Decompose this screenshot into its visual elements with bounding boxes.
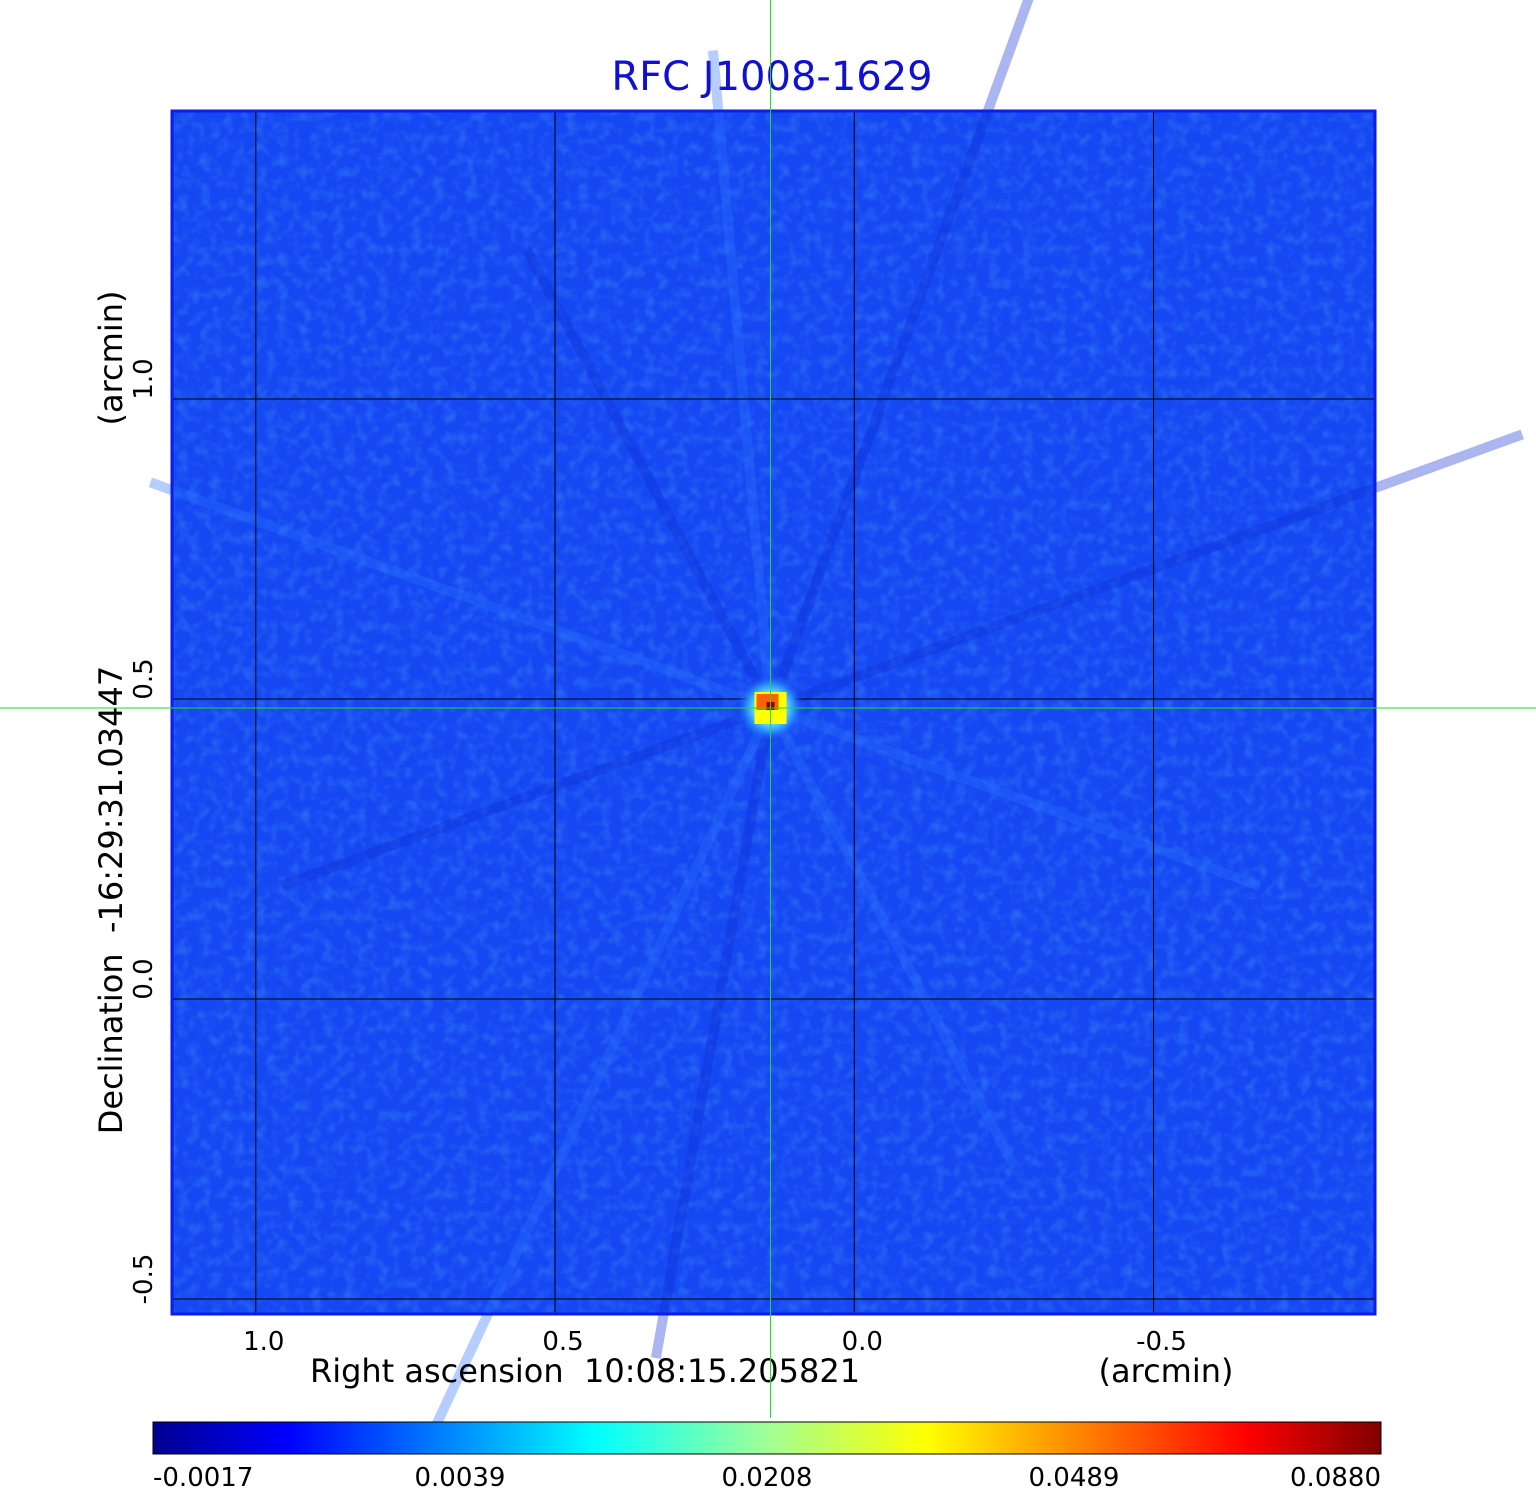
x-tick-label: 0.0 <box>842 1327 883 1357</box>
x-axis-label: Right ascension 10:08:15.205821 <box>310 1352 860 1390</box>
sidelobe-streak <box>650 707 776 1359</box>
sidelobe-streaks <box>148 0 1524 1436</box>
plot-frame <box>170 109 1377 1316</box>
x-tick-labels: 1.0 0.5 0.0 -0.5 <box>243 1327 1187 1357</box>
x-tick-label: 0.5 <box>542 1327 583 1357</box>
colorbar-tick-labels: -0.0017 0.0039 0.0208 0.0489 0.0880 <box>153 1463 1381 1493</box>
colorbar-tick-label: 0.0880 <box>1290 1463 1381 1493</box>
sidelobe-streak <box>148 477 773 713</box>
sidelobe-streak <box>280 703 773 891</box>
sidelobe-streak <box>427 705 776 1436</box>
x-tick-label: -0.5 <box>1136 1327 1187 1357</box>
y-axis-unit: (arcmin) <box>92 291 130 426</box>
y-tick-labels: 1.0 0.5 0.0 -0.5 <box>129 358 159 1304</box>
x-axis-unit: (arcmin) <box>1099 1352 1234 1390</box>
sidelobe-streak <box>768 429 1524 713</box>
x-tick-label: 1.0 <box>243 1327 284 1357</box>
y-tick-label: 0.0 <box>129 958 159 999</box>
sidelobe-streak <box>521 246 775 711</box>
colorbar-tick-label: 0.0489 <box>1029 1463 1120 1493</box>
crosshair <box>0 0 1536 1418</box>
colorbar-tick-label: 0.0039 <box>415 1463 506 1493</box>
y-tick-label: 1.0 <box>129 358 159 399</box>
y-axis-label: Declination -16:29:31.03447 <box>92 666 130 1134</box>
chart-title: RFC J1008-1629 <box>611 54 932 100</box>
colorbar: -0.0017 0.0039 0.0208 0.0489 0.0880 <box>152 1421 1382 1493</box>
sidelobe-streak <box>765 0 1034 710</box>
colorbar-gradient <box>152 1421 1382 1455</box>
y-tick-label: 0.5 <box>129 658 159 699</box>
sidelobe-streak <box>708 50 776 709</box>
colorbar-tick-label: -0.0017 <box>153 1463 253 1493</box>
y-tick-label: -0.5 <box>129 1254 159 1305</box>
sidelobe-streak <box>768 703 1261 891</box>
colorbar-tick-label: 0.0208 <box>722 1463 813 1493</box>
plot-area <box>148 0 1524 1436</box>
sidelobe-streak <box>766 705 1020 1170</box>
